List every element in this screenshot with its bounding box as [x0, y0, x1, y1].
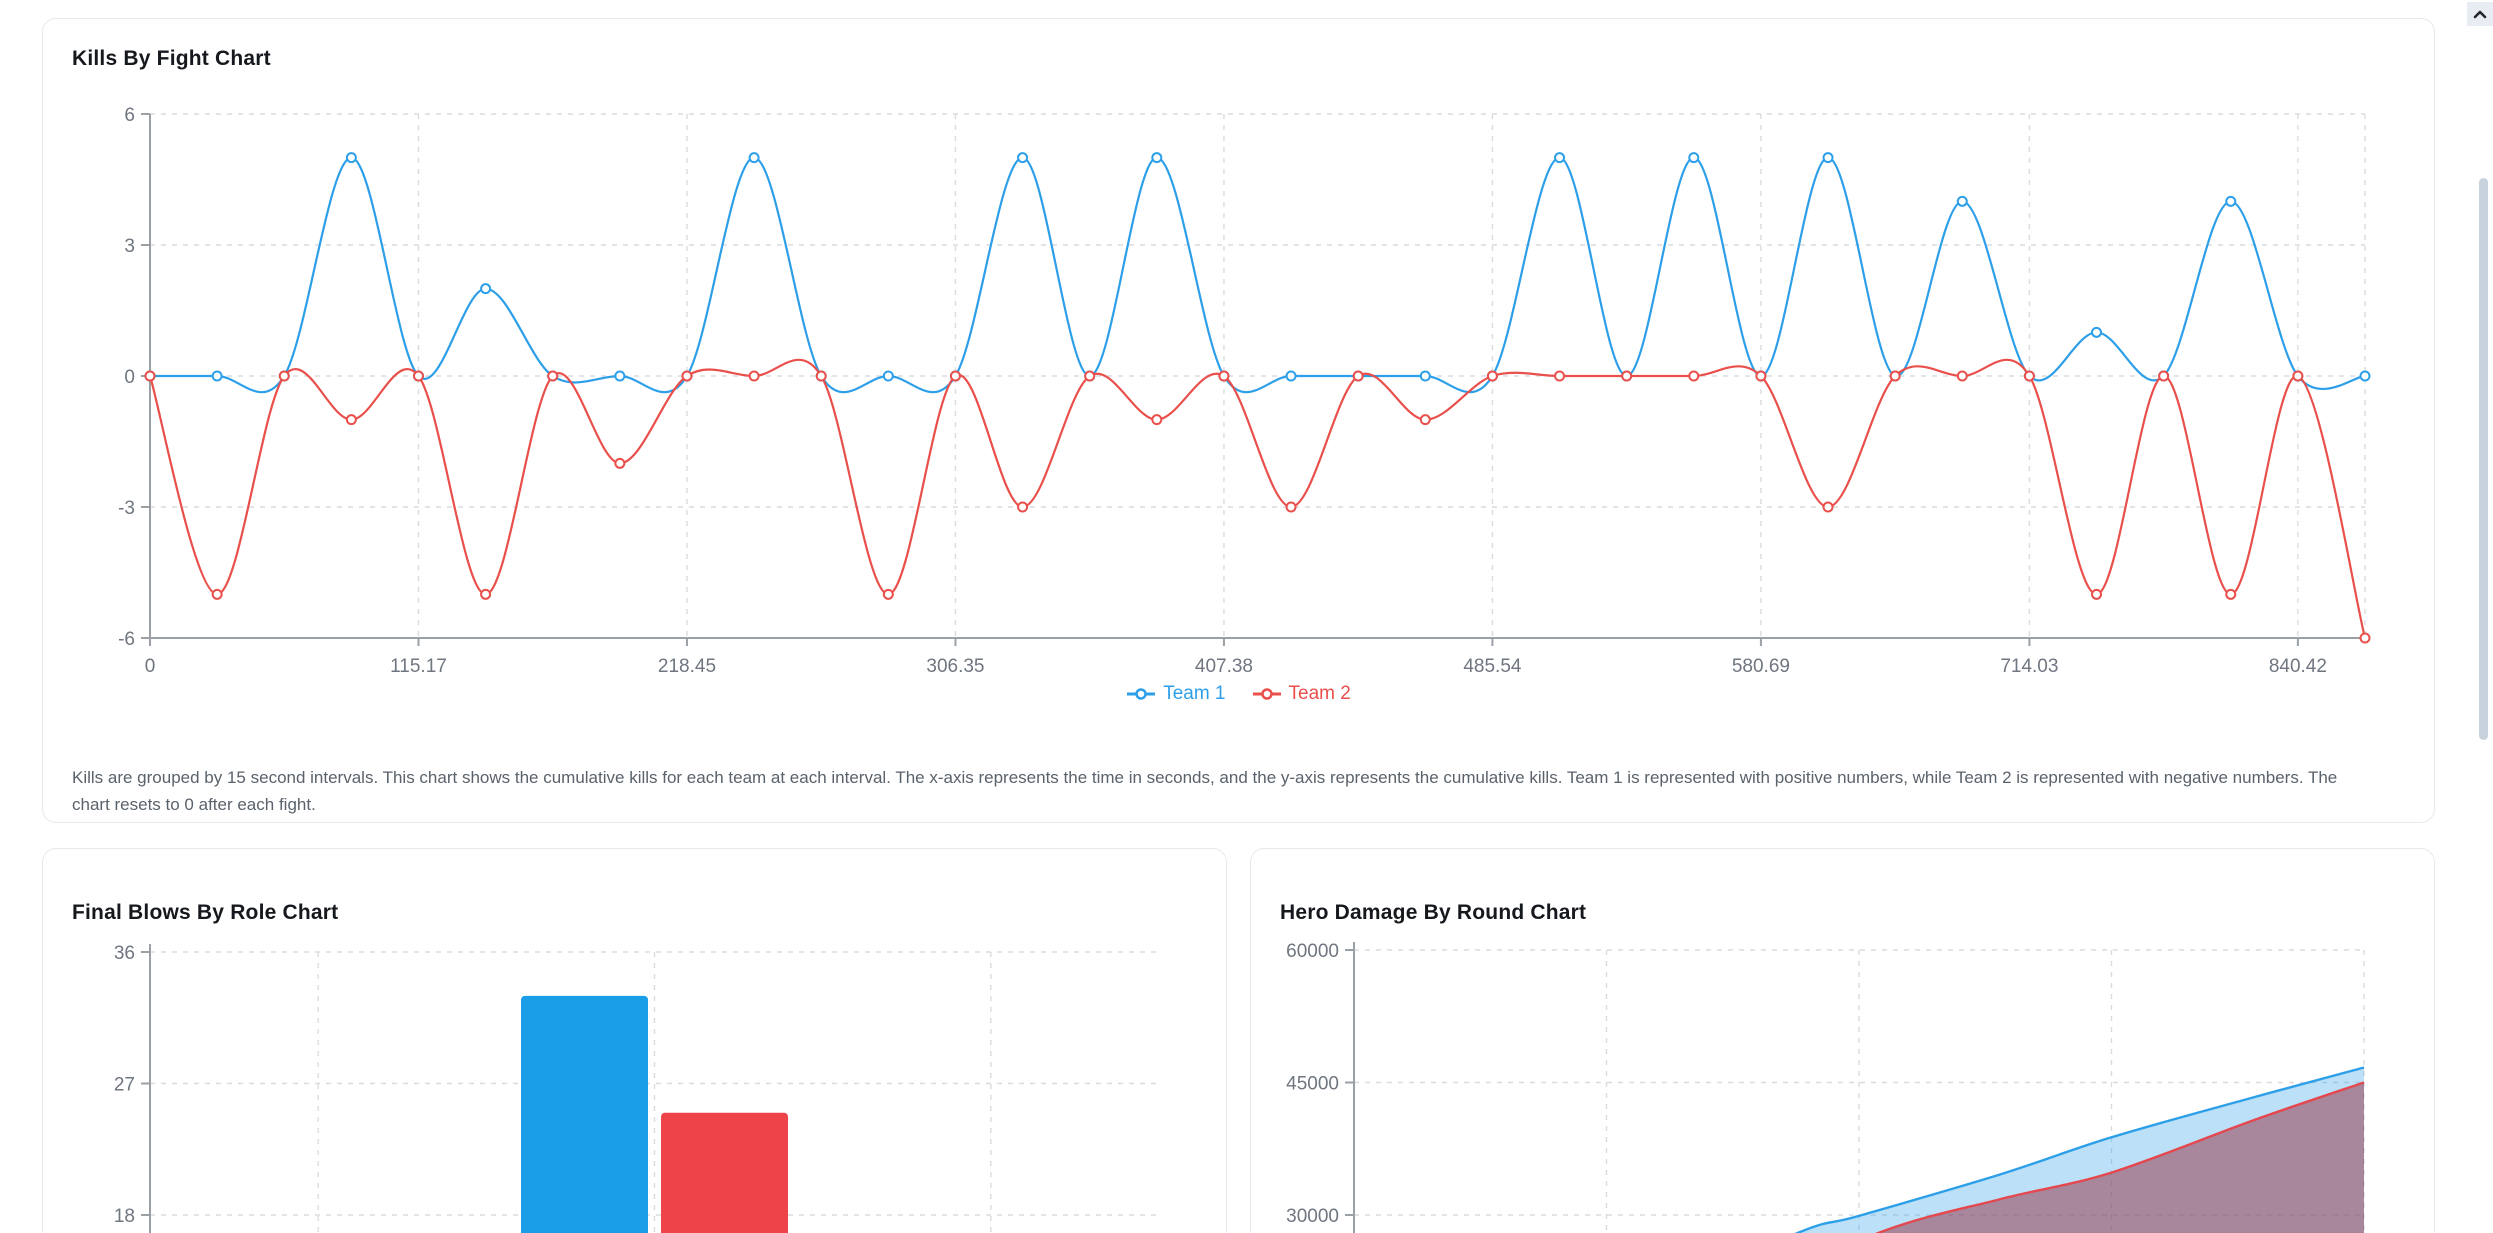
hero-damage-title: Hero Damage By Round Chart: [1280, 901, 1587, 925]
scroll-to-top-button[interactable]: [2467, 2, 2493, 26]
kills-by-fight-title: Kills By Fight Chart: [72, 47, 271, 71]
svg-text:580.69: 580.69: [1732, 656, 1790, 677]
final-blows-plot: 36 27 18: [114, 943, 1159, 1233]
svg-text:115.17: 115.17: [390, 656, 447, 677]
chevron-up-icon: [2473, 10, 2487, 18]
svg-text:30000: 30000: [1286, 1206, 1339, 1227]
kills-by-fight-description: Kills are grouped by 15 second intervals…: [72, 768, 2338, 814]
legend-item-team-1[interactable]: Team 1: [1126, 683, 1226, 705]
team2-line-marker-icon: [1252, 688, 1281, 700]
legend-item-team-2[interactable]: Team 2: [1252, 683, 1351, 705]
legend-label-team-1: Team 1: [1163, 683, 1226, 704]
svg-text:407.38: 407.38: [1195, 656, 1253, 677]
svg-text:-3: -3: [118, 498, 135, 519]
svg-text:0: 0: [145, 656, 156, 677]
svg-text:218.45: 218.45: [658, 656, 716, 677]
scrollbar-thumb[interactable]: [2479, 178, 2488, 740]
hero-damage-plot: 60000 45000 30000: [1286, 941, 2365, 1233]
svg-text:36: 36: [114, 943, 135, 964]
kills-by-fight-plot: 6 3 0 -3 -6 0 115.17 218.45 306.35 407.38 485.54 58…: [118, 105, 2371, 677]
final-blows-title: Final Blows By Role Chart: [72, 901, 339, 925]
team1-line-marker-icon: [1127, 688, 1156, 700]
kills-by-fight-legend: Team 1 Team 2: [42, 683, 2435, 705]
svg-text:485.54: 485.54: [1463, 656, 1522, 677]
svg-text:18: 18: [114, 1206, 135, 1227]
svg-text:27: 27: [114, 1075, 135, 1096]
svg-text:840.42: 840.42: [2269, 656, 2327, 677]
svg-text:-6: -6: [118, 629, 135, 650]
svg-text:306.35: 306.35: [926, 656, 984, 677]
svg-text:0: 0: [124, 367, 135, 388]
kills-by-fight-card: [42, 18, 2435, 823]
svg-text:45000: 45000: [1286, 1074, 1339, 1095]
svg-text:60000: 60000: [1286, 941, 1339, 962]
svg-text:6: 6: [124, 105, 135, 126]
svg-text:714.03: 714.03: [2000, 656, 2058, 677]
svg-text:3: 3: [124, 236, 135, 257]
legend-label-team-2: Team 2: [1288, 683, 1351, 704]
